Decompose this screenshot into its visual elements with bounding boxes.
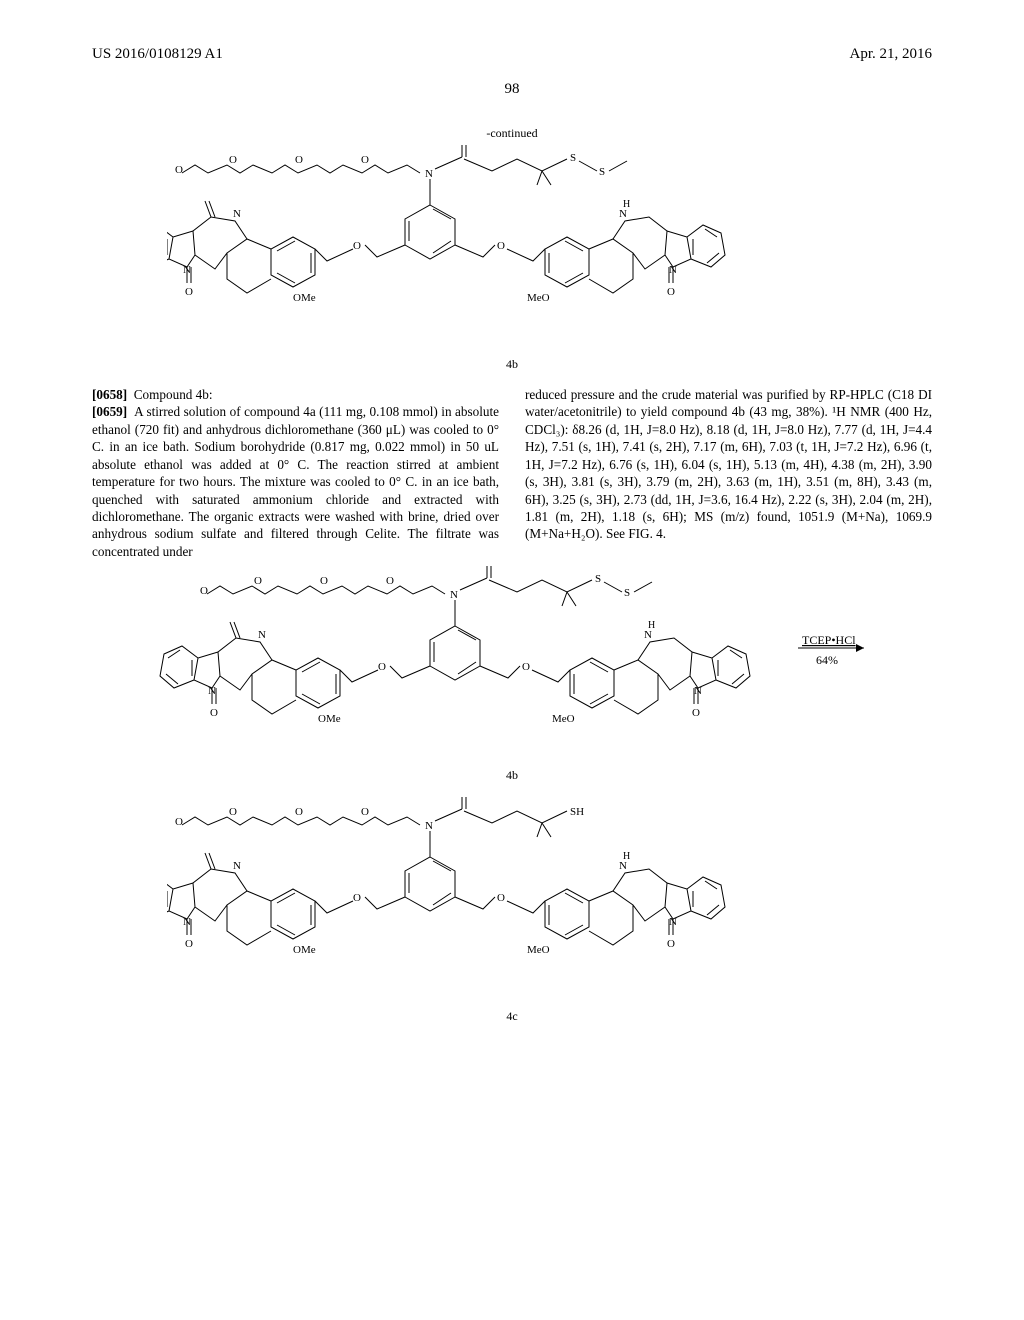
continued-label: -continued <box>0 126 1024 141</box>
svg-text:O: O <box>361 154 369 166</box>
para-0659-right: reduced pressure and the crude material … <box>525 387 932 541</box>
svg-text:H: H <box>648 620 655 631</box>
svg-text:O: O <box>229 806 237 818</box>
svg-text:MeO: MeO <box>552 713 575 725</box>
svg-text:N: N <box>258 629 266 641</box>
svg-text:O: O <box>295 806 303 818</box>
svg-text:O: O <box>295 154 303 166</box>
para-num-0658: [0658] <box>92 387 127 402</box>
compound-label-4c: 4c <box>0 1009 1024 1024</box>
svg-text:OMe: OMe <box>293 292 316 304</box>
svg-text:O: O <box>185 286 193 298</box>
left-column: [0658] Compound 4b: [0659] A stirred sol… <box>92 386 499 560</box>
svg-text:O: O <box>522 661 530 673</box>
reaction-scheme: O O O O N O S S O O <box>0 566 1024 1024</box>
svg-text:N: N <box>425 168 433 180</box>
svg-text:O: O <box>229 154 237 166</box>
svg-text:S: S <box>599 166 605 178</box>
svg-text:O: O <box>175 164 183 176</box>
svg-text:N: N <box>425 820 433 832</box>
svg-text:MeO: MeO <box>527 292 550 304</box>
svg-text:O: O <box>497 240 505 252</box>
svg-text:O: O <box>692 707 700 719</box>
para-0658-text: Compound 4b: <box>134 387 213 402</box>
svg-text:S: S <box>624 587 630 599</box>
page-header: US 2016/0108129 A1 Apr. 21, 2016 <box>0 0 1024 63</box>
compound-label-4b-scheme: 4b <box>0 768 1024 783</box>
svg-text:OMe: OMe <box>318 713 341 725</box>
body-text-columns: [0658] Compound 4b: [0659] A stirred sol… <box>0 386 1024 560</box>
svg-text:OMe: OMe <box>293 944 316 956</box>
svg-text:O: O <box>378 661 386 673</box>
compound-label-4b-top: 4b <box>0 357 1024 372</box>
svg-text:O: O <box>254 575 262 587</box>
svg-text:H: H <box>623 199 630 210</box>
svg-text:O: O <box>320 575 328 587</box>
svg-text:N: N <box>233 208 241 220</box>
structure-4c: O O O O N O SH O O <box>0 797 1024 1007</box>
publication-number: US 2016/0108129 A1 <box>92 46 223 63</box>
svg-text:O: O <box>386 575 394 587</box>
svg-text:O: O <box>361 806 369 818</box>
publication-date: Apr. 21, 2016 <box>850 46 933 63</box>
svg-text:N: N <box>450 589 458 601</box>
reagent-text: TCEP•HCl <box>802 633 856 647</box>
svg-text:O: O <box>185 938 193 950</box>
svg-text:O: O <box>210 707 218 719</box>
right-column: reduced pressure and the crude material … <box>525 386 932 560</box>
para-0659-left: A stirred solution of compound 4a (111 m… <box>92 404 499 558</box>
svg-text:64%: 64% <box>816 653 838 667</box>
svg-text:O: O <box>353 892 361 904</box>
svg-text:O: O <box>175 816 183 828</box>
svg-text:S: S <box>570 152 576 164</box>
svg-text:N: N <box>233 860 241 872</box>
para-num-0659: [0659] <box>92 404 127 419</box>
svg-text:O: O <box>667 938 675 950</box>
svg-text:O: O <box>497 892 505 904</box>
svg-text:H: H <box>623 851 630 862</box>
structure-4b-top: O O O O N O S S O O <box>0 145 1024 355</box>
structure-4b-scheme: O O O O N O S S O O <box>0 566 1024 766</box>
svg-text:MeO: MeO <box>527 944 550 956</box>
svg-text:S: S <box>595 573 601 585</box>
svg-text:SH: SH <box>570 806 584 818</box>
page-number: 98 <box>0 81 1024 98</box>
svg-text:O: O <box>667 286 675 298</box>
svg-text:O: O <box>200 585 208 597</box>
svg-text:O: O <box>353 240 361 252</box>
